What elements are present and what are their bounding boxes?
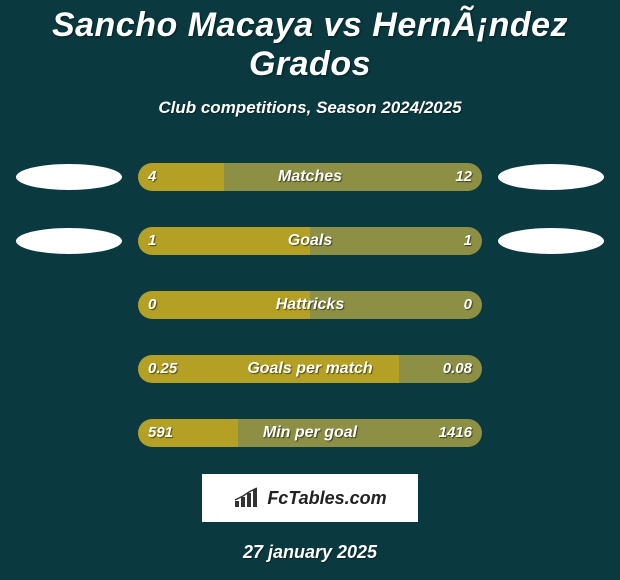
ellipse-icon	[16, 164, 122, 190]
page-title: Sancho Macaya vs HernÃ¡ndez Grados	[0, 0, 620, 84]
stat-rows: 412Matches 11Goals 00Hattricks 0.250.08Goal…	[0, 154, 620, 456]
stat-label: Goals per match	[138, 355, 482, 383]
logo[interactable]: FcTables.com	[202, 474, 418, 522]
ellipse-icon	[498, 164, 604, 190]
player-badge-right	[496, 164, 606, 190]
logo-text: FcTables.com	[267, 488, 386, 509]
stat-row: 11Goals	[0, 218, 620, 264]
subtitle: Club competitions, Season 2024/2025	[0, 98, 620, 118]
stat-bar: 5911416Min per goal	[138, 419, 482, 447]
stat-row: 5911416Min per goal	[0, 410, 620, 456]
ellipse-icon	[16, 228, 122, 254]
player-badge-left	[14, 164, 124, 190]
stat-row: 0.250.08Goals per match	[0, 346, 620, 392]
stat-row: 412Matches	[0, 154, 620, 200]
stat-bar: 00Hattricks	[138, 291, 482, 319]
stat-row: 00Hattricks	[0, 282, 620, 328]
stat-label: Matches	[138, 163, 482, 191]
stat-label: Min per goal	[138, 419, 482, 447]
ellipse-icon	[498, 228, 604, 254]
barchart-icon	[233, 487, 261, 509]
stat-bar: 412Matches	[138, 163, 482, 191]
player-badge-right	[496, 228, 606, 254]
stat-label: Goals	[138, 227, 482, 255]
player-badge-left	[14, 228, 124, 254]
stat-bar: 11Goals	[138, 227, 482, 255]
stat-bar: 0.250.08Goals per match	[138, 355, 482, 383]
stat-label: Hattricks	[138, 291, 482, 319]
date-text: 27 january 2025	[0, 542, 620, 563]
